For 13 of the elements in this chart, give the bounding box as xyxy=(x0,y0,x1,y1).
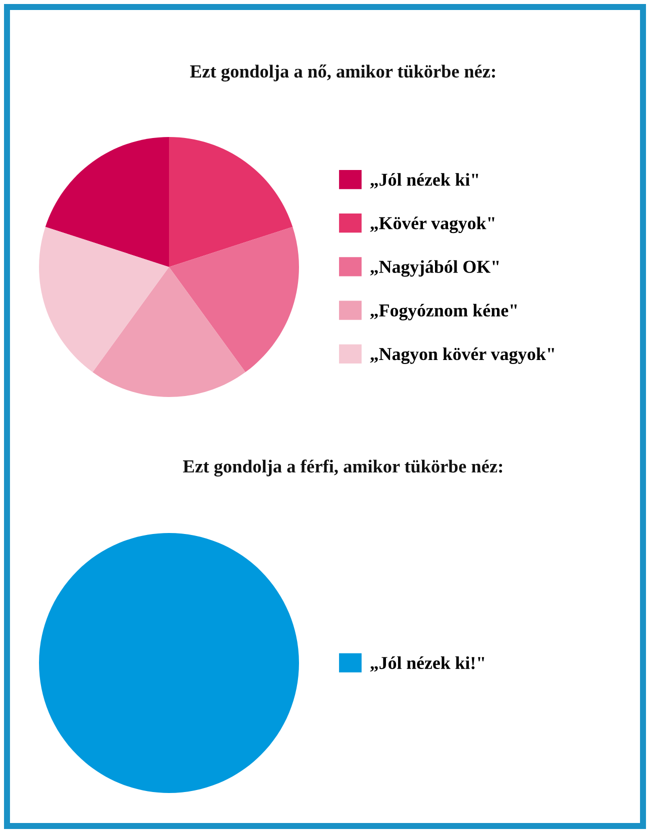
legend-label: „Nagyon kövér vagyok" xyxy=(370,347,554,364)
pie-slice xyxy=(45,137,169,267)
chart-title: Ezt gondolja a férfi, amikor tükörbe néz: xyxy=(183,460,502,476)
pie-slice xyxy=(92,267,246,397)
pie-slice xyxy=(169,226,299,372)
legend-label: „Jól nézek ki!" xyxy=(370,656,484,672)
legend-label: „Nagyjából OK" xyxy=(370,260,499,277)
legend-label: „Jól nézek ki" xyxy=(370,173,478,188)
legend-label: „Kövér vagyok" xyxy=(370,216,494,234)
legend-label: „Fogyóznom kéne" xyxy=(370,304,517,320)
pie-slice xyxy=(169,137,293,267)
pie-slice xyxy=(39,226,169,372)
chart-title: Ezt gondolja a nő, amikor tükörbe néz: xyxy=(190,64,495,82)
